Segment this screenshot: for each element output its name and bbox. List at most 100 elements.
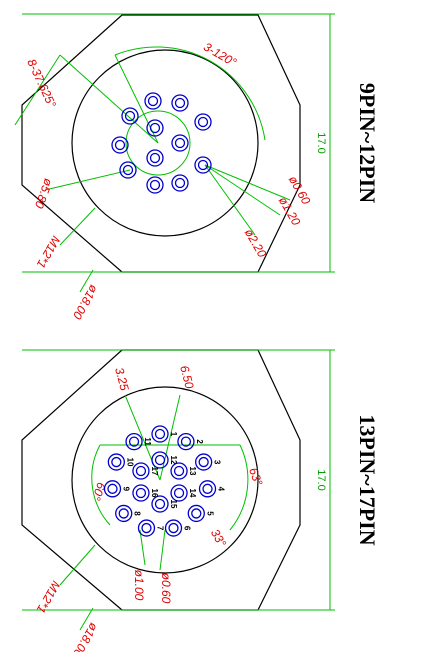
pin [195,453,213,471]
pin [171,174,189,192]
pin [171,134,189,152]
pin-label: 9 [121,487,130,492]
pin-hole [191,508,202,519]
pin [171,94,189,112]
pin [121,107,139,125]
width-label: 17.0 [315,469,327,490]
arc [229,444,249,531]
pin-label: 10 [125,458,134,467]
dim-label: ø5.80 [32,177,56,211]
pin [146,176,164,194]
pin-label: 8 [133,511,142,516]
title: 13PIN~17PIN [355,414,380,545]
dim-label: ø0.60 [159,573,173,604]
pin [144,92,162,110]
leader [59,54,159,144]
pin [119,161,137,179]
inner-circle [71,49,259,237]
pin [146,119,164,137]
leader [204,164,281,216]
pin-hole [180,436,192,447]
pin [151,451,169,469]
dim-label: 3-120° [201,40,239,70]
dim-label: ø1.00 [132,570,146,601]
pin-label: 11 [143,437,152,446]
leader [139,529,146,566]
pin [111,136,129,154]
pin-hole [107,483,118,494]
pin [125,432,143,451]
pin [103,480,122,498]
inner-circle [71,386,259,574]
pin [132,462,150,480]
leader [44,169,131,191]
pin-hole [135,487,147,499]
dim-label: ø18.00 [70,282,101,322]
dim-label: ø2.20 [242,226,270,260]
pin [170,462,188,480]
pin-label: 5 [205,511,214,516]
pin-hole [128,436,140,447]
pin [194,156,212,174]
pin [151,495,169,513]
pin-label: 16 [150,489,159,498]
title: 9PIN~12PIN [355,83,380,203]
leader [204,164,291,201]
leader [79,607,94,631]
pin [187,504,205,523]
pin [151,425,169,443]
dim-label: 63° [246,466,265,488]
pin-hole [154,428,166,440]
pin-hole [174,177,186,189]
pin [164,519,183,537]
pin-label: 4 [217,487,226,492]
pin-hole [118,508,129,519]
pin-label: 15 [169,500,178,509]
pin-label: 17 [150,467,159,476]
pin-label: 3 [213,460,222,465]
pin-hole [173,465,185,477]
dim-label: 6.50 [177,364,197,390]
dim-label: ø18.00 [70,620,101,652]
pin [194,113,212,131]
pin-hole [154,454,166,466]
pin-label: 14 [188,489,197,498]
leader [14,54,61,126]
arc [114,46,266,141]
leader [59,544,96,586]
pin-hole [149,152,161,164]
pin-hole [114,139,126,151]
leader [79,269,94,293]
leader [159,394,181,481]
pin-label: 2 [195,439,204,444]
pin-hole [174,137,186,149]
dim-label: 33° [208,527,229,550]
pin [146,149,164,167]
pin [115,504,133,523]
leader [59,207,96,246]
pin-label: 7 [155,526,164,531]
leader [159,529,166,571]
pin-hole [149,179,161,191]
dim-label: 3.25 [112,366,132,392]
pin-hole [147,95,159,107]
pin-label: 6 [183,526,192,531]
pin-hole [154,498,166,510]
pin [170,484,188,502]
pin-hole [168,522,179,534]
pin [107,453,125,471]
pin-hole [173,487,185,499]
pin-hole [174,97,186,109]
pin-hole [197,116,209,128]
pin-hole [122,164,134,176]
pin [137,519,156,537]
pin [198,480,217,498]
pin-label: 1 [169,432,178,437]
pin-label: 13 [188,467,197,476]
dim-label: 60° [89,480,108,502]
pin-hole [141,522,152,534]
pin-hole [149,122,161,134]
arc [91,444,111,526]
pin [177,432,195,451]
